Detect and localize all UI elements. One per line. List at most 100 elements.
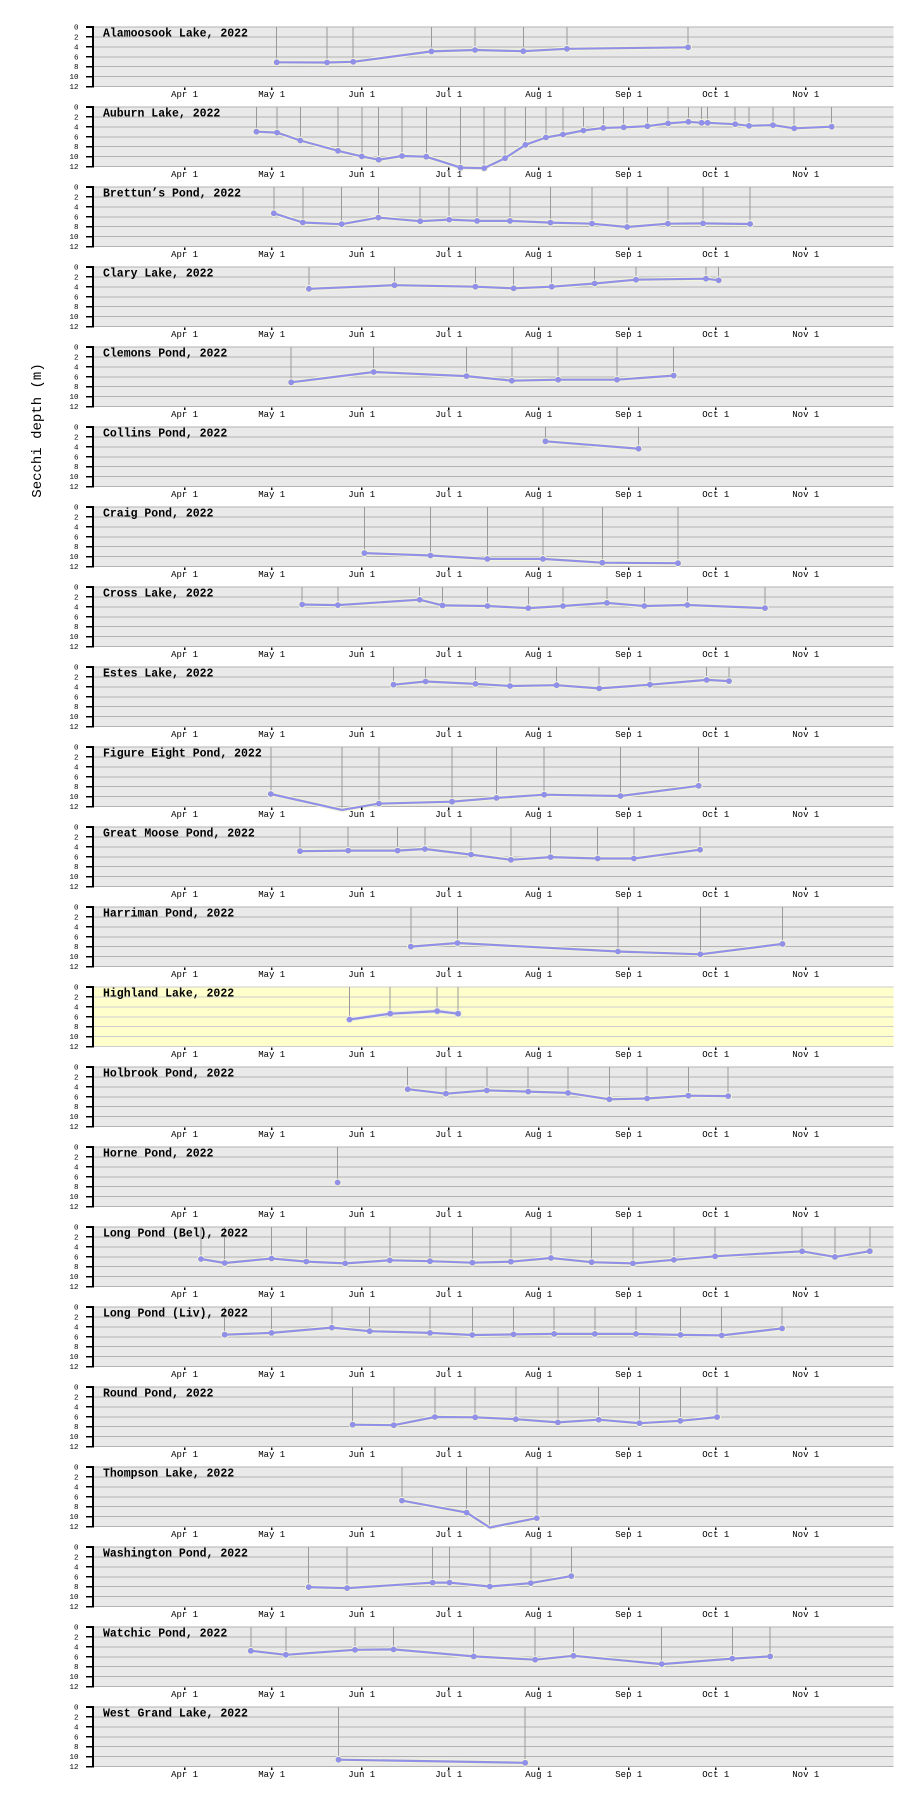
svg-text:12: 12 [69, 1044, 78, 1052]
svg-text:4: 4 [74, 1644, 79, 1652]
svg-text:0: 0 [74, 1545, 79, 1553]
svg-text:Aug 1: Aug 1 [525, 410, 552, 420]
svg-text:Jun 1: Jun 1 [348, 1050, 375, 1060]
svg-text:May 1: May 1 [258, 1370, 285, 1380]
svg-text:0: 0 [74, 585, 79, 593]
svg-text:6: 6 [74, 1254, 79, 1262]
svg-text:May 1: May 1 [258, 1610, 285, 1620]
svg-text:May 1: May 1 [258, 890, 285, 900]
svg-text:Jun 1: Jun 1 [348, 1770, 375, 1780]
svg-text:6: 6 [74, 614, 79, 622]
svg-text:4: 4 [74, 44, 79, 52]
svg-text:Jul 1: Jul 1 [435, 490, 462, 500]
svg-text:Jun 1: Jun 1 [348, 1210, 375, 1220]
svg-text:10: 10 [69, 1354, 79, 1362]
svg-text:Oct 1: Oct 1 [702, 330, 729, 340]
svg-text:6: 6 [74, 934, 79, 942]
svg-text:0: 0 [74, 905, 79, 913]
svg-text:Jul 1: Jul 1 [435, 890, 462, 900]
svg-text:4: 4 [74, 1244, 79, 1252]
svg-text:4: 4 [74, 1004, 79, 1012]
svg-text:0: 0 [74, 505, 79, 513]
svg-text:Clemons Pond, 2022: Clemons Pond, 2022 [103, 348, 227, 361]
svg-text:Nov 1: Nov 1 [792, 730, 819, 740]
svg-text:Oct 1: Oct 1 [702, 250, 729, 260]
svg-text:Craig Pond, 2022: Craig Pond, 2022 [103, 508, 214, 521]
svg-text:Apr 1: Apr 1 [171, 1130, 198, 1140]
svg-text:Aug 1: Aug 1 [525, 570, 552, 580]
svg-text:Oct 1: Oct 1 [702, 170, 729, 180]
svg-text:Apr 1: Apr 1 [171, 330, 198, 340]
svg-text:4: 4 [74, 1724, 79, 1732]
svg-text:0: 0 [74, 105, 79, 113]
svg-text:0: 0 [74, 1305, 79, 1313]
svg-text:2: 2 [74, 1714, 79, 1722]
svg-text:12: 12 [69, 1364, 78, 1372]
svg-text:0: 0 [74, 745, 79, 753]
svg-text:May 1: May 1 [258, 490, 285, 500]
svg-text:8: 8 [74, 1424, 79, 1432]
svg-text:8: 8 [74, 64, 79, 72]
svg-text:Apr 1: Apr 1 [171, 810, 198, 820]
svg-text:May 1: May 1 [258, 570, 285, 580]
svg-text:2: 2 [74, 1234, 79, 1242]
svg-text:May 1: May 1 [258, 650, 285, 660]
svg-text:10: 10 [69, 1194, 79, 1202]
svg-text:Apr 1: Apr 1 [171, 1290, 198, 1300]
svg-text:May 1: May 1 [258, 1290, 285, 1300]
svg-text:10: 10 [69, 1274, 79, 1282]
svg-text:12: 12 [69, 164, 78, 172]
svg-text:6: 6 [74, 214, 79, 222]
svg-text:Aug 1: Aug 1 [525, 330, 552, 340]
svg-text:8: 8 [74, 624, 79, 632]
svg-text:Harriman Pond, 2022: Harriman Pond, 2022 [103, 908, 234, 921]
svg-text:6: 6 [74, 774, 79, 782]
svg-text:Jun 1: Jun 1 [348, 170, 375, 180]
svg-text:2: 2 [74, 834, 79, 842]
svg-text:6: 6 [74, 1494, 79, 1502]
svg-text:Nov 1: Nov 1 [792, 570, 819, 580]
svg-text:12: 12 [69, 724, 78, 732]
svg-text:6: 6 [74, 1014, 79, 1022]
svg-text:Jul 1: Jul 1 [435, 170, 462, 180]
svg-text:10: 10 [69, 954, 79, 962]
svg-text:Jul 1: Jul 1 [435, 410, 462, 420]
svg-text:Nov 1: Nov 1 [792, 970, 819, 980]
svg-text:6: 6 [74, 1654, 79, 1662]
svg-text:6: 6 [74, 1094, 79, 1102]
svg-text:Sep 1: Sep 1 [615, 1130, 642, 1140]
svg-text:Oct 1: Oct 1 [702, 1210, 729, 1220]
svg-text:Aug 1: Aug 1 [525, 730, 552, 740]
svg-text:Long Pond (Liv), 2022: Long Pond (Liv), 2022 [103, 1308, 248, 1321]
svg-text:Collins Pond, 2022: Collins Pond, 2022 [103, 428, 227, 441]
svg-text:Aug 1: Aug 1 [525, 650, 552, 660]
svg-text:Jun 1: Jun 1 [348, 890, 375, 900]
svg-text:12: 12 [69, 1284, 78, 1292]
svg-text:Jul 1: Jul 1 [435, 250, 462, 260]
svg-text:Jun 1: Jun 1 [348, 1610, 375, 1620]
svg-text:2: 2 [74, 514, 79, 522]
svg-text:8: 8 [74, 944, 79, 952]
svg-text:Jun 1: Jun 1 [348, 1370, 375, 1380]
svg-text:Apr 1: Apr 1 [171, 890, 198, 900]
svg-text:0: 0 [74, 1225, 79, 1233]
svg-text:0: 0 [74, 425, 79, 433]
svg-text:8: 8 [74, 1744, 79, 1752]
svg-text:4: 4 [74, 444, 79, 452]
svg-text:6: 6 [74, 454, 79, 462]
svg-text:10: 10 [69, 234, 79, 242]
svg-text:Jul 1: Jul 1 [435, 1690, 462, 1700]
svg-text:8: 8 [74, 1024, 79, 1032]
svg-text:Jun 1: Jun 1 [348, 810, 375, 820]
svg-text:Jul 1: Jul 1 [435, 730, 462, 740]
svg-text:8: 8 [74, 544, 79, 552]
svg-text:Aug 1: Aug 1 [525, 170, 552, 180]
svg-text:12: 12 [69, 644, 78, 652]
svg-text:Sep 1: Sep 1 [615, 1050, 642, 1060]
svg-text:4: 4 [74, 844, 79, 852]
svg-text:May 1: May 1 [258, 1530, 285, 1540]
svg-text:May 1: May 1 [258, 170, 285, 180]
svg-text:Jul 1: Jul 1 [435, 970, 462, 980]
svg-text:Jun 1: Jun 1 [348, 330, 375, 340]
svg-text:2: 2 [74, 1554, 79, 1562]
